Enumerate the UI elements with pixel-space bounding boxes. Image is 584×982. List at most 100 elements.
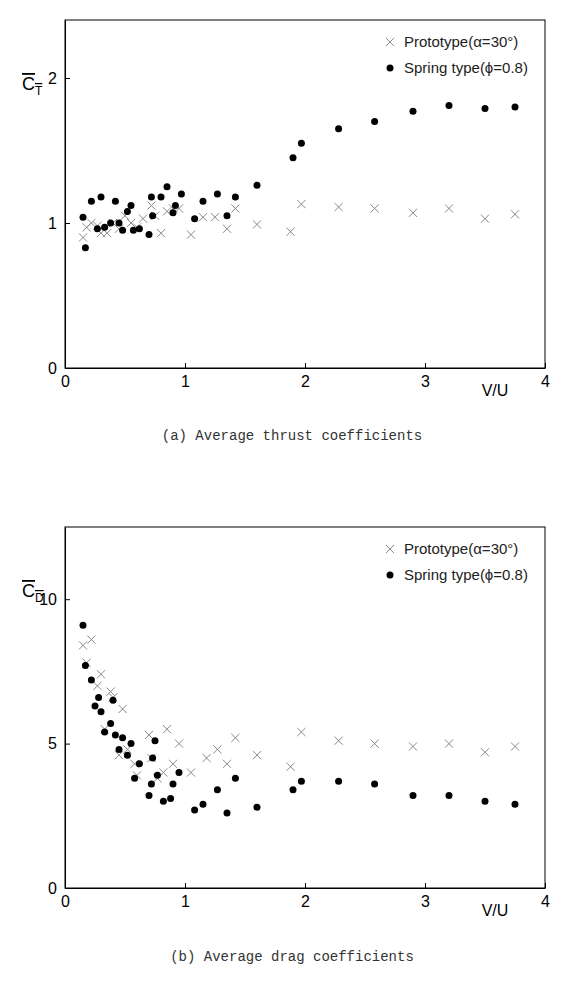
data-point <box>127 219 135 227</box>
data-point <box>445 204 453 212</box>
data-point <box>224 212 231 219</box>
data-point <box>253 220 261 228</box>
x-tick-label: 0 <box>61 373 70 390</box>
data-point <box>481 748 489 756</box>
data-point <box>287 763 295 771</box>
data-point <box>445 740 453 748</box>
data-point <box>223 225 231 233</box>
data-point <box>112 731 119 738</box>
data-point <box>149 755 156 762</box>
x-tick-label: 0 <box>61 893 70 910</box>
y-tick-mark <box>65 744 70 745</box>
data-point <box>119 734 126 741</box>
y-tick-label: 2 <box>48 70 57 87</box>
plot-area <box>79 622 519 817</box>
data-point <box>139 215 147 223</box>
data-point <box>98 193 105 200</box>
data-point <box>124 752 131 759</box>
y-tick-mark <box>65 223 70 224</box>
data-point <box>482 798 489 805</box>
legend-symbol <box>386 38 394 46</box>
legend-symbol <box>387 65 394 72</box>
data-point <box>128 740 135 747</box>
data-point <box>172 202 179 209</box>
y-tick-mark <box>65 78 70 79</box>
x-tick: 1 <box>181 363 190 390</box>
x-tick-label: 2 <box>301 893 310 910</box>
x-tick-label: 3 <box>421 893 430 910</box>
y-tick-mark <box>65 368 70 369</box>
data-point <box>199 213 207 221</box>
data-point <box>203 754 211 762</box>
series <box>80 102 519 251</box>
data-point <box>119 227 126 234</box>
y-tick-mark <box>65 888 70 889</box>
data-point <box>145 731 153 739</box>
y-axis: 0510 <box>39 528 70 897</box>
y-tick: 1 <box>48 215 70 232</box>
legend-label: Prototype(α=30°) <box>404 33 518 50</box>
caption: (b) Average drag coefficients <box>170 949 414 965</box>
x-tick-mark <box>545 363 546 368</box>
data-point <box>410 108 417 115</box>
x-axis: 0 1 2 3 4 <box>61 883 550 910</box>
data-point <box>158 193 165 200</box>
legend-label: Spring type(ϕ=0.8) <box>404 59 528 76</box>
data-point <box>146 792 153 799</box>
data-point <box>149 212 156 219</box>
data-point <box>409 742 417 750</box>
data-point <box>94 225 101 232</box>
x-tick-mark <box>305 883 306 888</box>
data-point <box>371 781 378 788</box>
data-point <box>147 754 155 762</box>
data-point <box>371 204 379 212</box>
y-tick-label: 5 <box>48 735 57 752</box>
data-point <box>176 769 183 776</box>
data-point <box>231 204 239 212</box>
data-point <box>152 737 159 744</box>
data-point <box>160 798 167 805</box>
x-tick-label: 2 <box>301 373 310 390</box>
plot-area <box>79 102 519 251</box>
data-point <box>82 244 89 251</box>
data-point <box>232 775 239 782</box>
y-axis-line <box>65 21 66 369</box>
plot-frame <box>65 20 545 368</box>
y-tick: 0 <box>48 880 70 897</box>
legend-label: Spring type(ϕ=0.8) <box>404 566 528 583</box>
data-point <box>511 742 519 750</box>
data-point <box>167 795 174 802</box>
x-tick: 2 <box>301 883 310 910</box>
caption: (a) Average thrust coefficients <box>162 428 422 444</box>
data-point <box>146 231 153 238</box>
x-tick-label: 1 <box>181 373 190 390</box>
data-point <box>130 227 137 234</box>
data-point <box>98 708 105 715</box>
data-point <box>88 198 95 205</box>
data-point <box>101 729 108 736</box>
legend: Prototype(α=30°) Spring type(ϕ=0.8) <box>386 33 528 76</box>
data-point <box>298 140 305 147</box>
x-tick: 4 <box>541 883 550 910</box>
data-point <box>214 191 221 198</box>
data-point <box>175 740 183 748</box>
data-point <box>211 213 219 221</box>
data-point <box>148 781 155 788</box>
y-axis: 012 <box>48 21 70 377</box>
data-point <box>187 768 195 776</box>
data-point <box>148 193 155 200</box>
data-point <box>136 225 143 232</box>
data-point <box>116 746 123 753</box>
data-point <box>482 105 489 112</box>
data-point <box>88 677 95 684</box>
figure: 0 1 2 3 4 0 1 2 Prototype(α=30°) Spring type(ϕ=0.… <box>0 0 584 982</box>
x-tick: 1 <box>181 883 190 910</box>
data-point <box>290 154 297 161</box>
series <box>79 636 519 783</box>
data-point <box>80 214 87 221</box>
data-point <box>335 778 342 785</box>
data-point <box>93 682 101 690</box>
data-point <box>200 198 207 205</box>
data-point <box>124 208 131 215</box>
series <box>80 622 519 817</box>
